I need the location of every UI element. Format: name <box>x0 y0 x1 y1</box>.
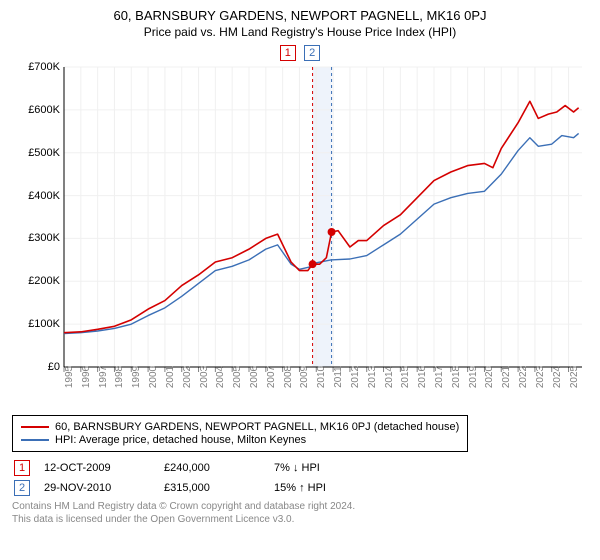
sale-pct-2: 15% ↑ HPI <box>274 482 364 494</box>
top-marker-legend: 1 2 <box>12 43 588 61</box>
sales-row-2: 2 29-NOV-2010 £315,000 15% ↑ HPI <box>12 480 588 496</box>
legend-swatch-hpi <box>21 439 49 440</box>
sale-date-1: 12-OCT-2009 <box>44 462 164 474</box>
sales-marker-2: 2 <box>14 480 30 496</box>
chart-plot-area: £0£100K£200K£300K£400K£500K£600K£700K 19… <box>12 61 588 411</box>
chart-title: 60, BARNSBURY GARDENS, NEWPORT PAGNELL, … <box>12 8 588 23</box>
legend-label-hpi: HPI: Average price, detached house, Milt… <box>55 434 306 446</box>
sale-pct-1: 7% ↓ HPI <box>274 462 364 474</box>
license-text: Contains HM Land Registry data © Crown c… <box>12 500 588 526</box>
legend-row-property: 60, BARNSBURY GARDENS, NEWPORT PAGNELL, … <box>21 421 459 433</box>
chart-subtitle: Price paid vs. HM Land Registry's House … <box>12 25 588 39</box>
top-marker-2: 2 <box>304 45 320 61</box>
legend-swatch-property <box>21 426 49 428</box>
bottom-panel: 60, BARNSBURY GARDENS, NEWPORT PAGNELL, … <box>12 415 588 526</box>
sale-date-2: 29-NOV-2010 <box>44 482 164 494</box>
legend-box: 60, BARNSBURY GARDENS, NEWPORT PAGNELL, … <box>12 415 468 452</box>
chart-container: 60, BARNSBURY GARDENS, NEWPORT PAGNELL, … <box>0 0 600 560</box>
sale-price-1: £240,000 <box>164 462 274 474</box>
legend-label-property: 60, BARNSBURY GARDENS, NEWPORT PAGNELL, … <box>55 421 459 433</box>
legend-row-hpi: HPI: Average price, detached house, Milt… <box>21 434 459 446</box>
sale-price-2: £315,000 <box>164 482 274 494</box>
sales-table: 1 12-OCT-2009 £240,000 7% ↓ HPI 2 29-NOV… <box>12 460 588 496</box>
sales-marker-1: 1 <box>14 460 30 476</box>
sales-row-1: 1 12-OCT-2009 £240,000 7% ↓ HPI <box>12 460 588 476</box>
line-chart-svg <box>12 61 588 411</box>
top-marker-1: 1 <box>280 45 296 61</box>
